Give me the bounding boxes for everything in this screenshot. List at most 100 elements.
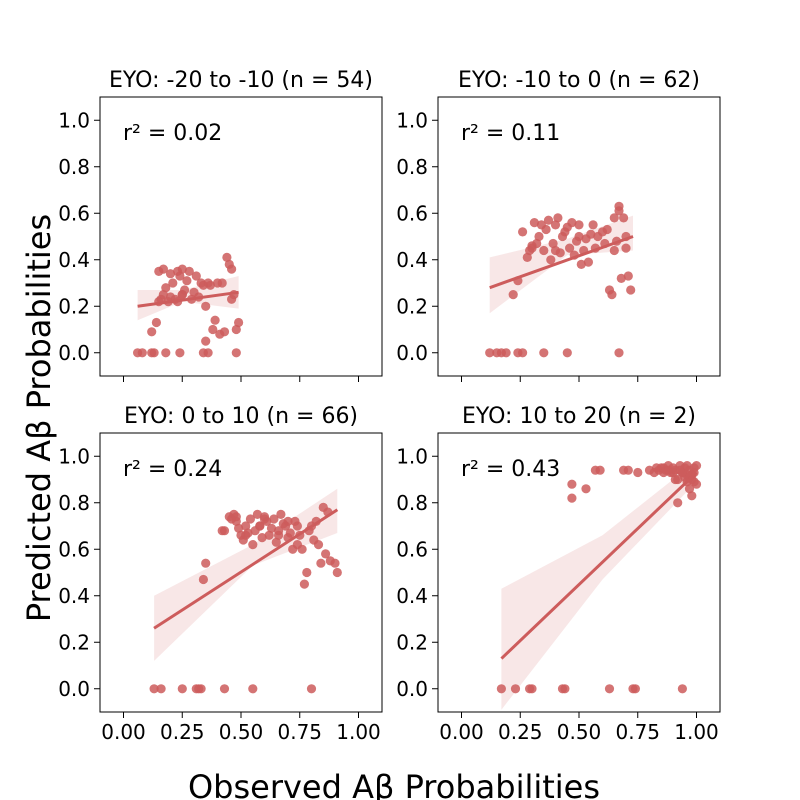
data-point	[682, 461, 692, 471]
x-tick-label: 1.00	[674, 720, 719, 744]
data-point	[677, 684, 688, 694]
data-point	[266, 523, 277, 533]
data-point	[623, 465, 633, 475]
data-point	[330, 558, 340, 568]
regression-line	[137, 290, 239, 308]
data-point	[177, 290, 187, 300]
y-tick-label: 0.0	[58, 341, 90, 365]
data-point	[184, 266, 194, 276]
data-point	[234, 317, 244, 328]
data-point	[567, 479, 577, 489]
data-point	[147, 327, 157, 337]
data-point	[156, 684, 166, 694]
panel-4: 0.0 0.2 0.4 0.6 0.8 1.0 0.00 0.25 0.50 0.75 1.00 EY…	[396, 404, 721, 744]
data-point	[219, 526, 230, 536]
data-point	[149, 348, 159, 358]
data-point	[574, 231, 584, 242]
data-point	[607, 290, 617, 300]
data-point	[581, 484, 591, 494]
x-tick-label: 1.00	[336, 720, 381, 744]
data-point	[306, 684, 317, 694]
data-point	[626, 285, 636, 295]
y-tick-label: 0.4	[396, 584, 428, 608]
data-point	[283, 516, 293, 527]
data-point	[252, 509, 262, 519]
data-point	[529, 218, 540, 228]
data-point	[567, 218, 577, 228]
data-point	[583, 257, 594, 267]
data-point	[670, 474, 680, 485]
data-point	[543, 215, 554, 225]
data-point	[205, 280, 215, 290]
panel-title: EYO: -10 to 0 (n = 62)	[458, 68, 700, 93]
data-point	[234, 523, 244, 533]
panel-1: 0.0 0.2 0.4 0.6 0.8 1.0 EYO: -20 to -10 (n = 5…	[58, 68, 383, 382]
y-axis-title: Predicted Aβ Probabilities	[20, 214, 58, 622]
data-point	[227, 264, 237, 274]
data-point	[560, 684, 570, 694]
panel-2: 0.0 0.2 0.4 0.6 0.8 1.0 EYO: -10 to 0 (n = 62)…	[396, 68, 721, 382]
data-point	[231, 348, 241, 358]
data-point	[168, 278, 178, 288]
data-point	[496, 684, 506, 694]
data-point	[299, 579, 309, 589]
data-point	[510, 684, 521, 694]
y-tick-label: 0.6	[58, 201, 90, 225]
data-point	[231, 324, 241, 335]
data-point	[316, 558, 326, 568]
data-point	[210, 315, 220, 325]
r-squared-label: r² = 0.11	[461, 121, 560, 146]
data-point	[259, 514, 270, 524]
panel-3: 0.0 0.2 0.4 0.6 0.8 1.0 0.00 0.25 0.50 0.75 1.00 EY…	[58, 404, 383, 744]
x-tick-label: 0.00	[439, 720, 484, 744]
data-point	[574, 220, 584, 230]
data-point	[241, 530, 251, 540]
data-point	[614, 348, 624, 358]
y-tick-label: 0.2	[58, 294, 90, 318]
data-point	[269, 514, 279, 524]
y-tick-label: 1.0	[58, 108, 90, 132]
data-point	[539, 348, 549, 358]
data-point	[621, 243, 631, 253]
data-point	[534, 231, 544, 242]
data-point	[321, 549, 331, 559]
y-tick-label: 1.0	[396, 108, 428, 132]
panel-title: EYO: -20 to -10 (n = 54)	[109, 68, 373, 93]
data-point	[609, 245, 619, 256]
data-point	[673, 498, 683, 508]
data-point	[616, 273, 626, 283]
data-point	[165, 269, 176, 279]
data-point	[161, 283, 171, 293]
y-tick-label: 0.4	[58, 248, 90, 272]
data-point	[175, 271, 185, 281]
data-point	[527, 243, 537, 253]
data-point	[264, 530, 274, 540]
data-point	[248, 684, 258, 694]
data-point	[691, 461, 702, 471]
y-tick-label: 0.0	[58, 677, 90, 701]
data-point	[518, 348, 528, 358]
data-point	[588, 220, 598, 230]
data-point	[623, 271, 633, 281]
x-tick-label: 0.00	[101, 720, 146, 744]
data-point	[274, 530, 284, 540]
data-point	[182, 276, 192, 286]
r-squared-label: r² = 0.43	[461, 457, 560, 482]
data-point	[241, 521, 251, 531]
data-point	[196, 684, 206, 694]
data-point	[158, 264, 168, 274]
data-point	[198, 574, 208, 585]
y-tick-label: 0.6	[396, 201, 428, 225]
data-point	[550, 245, 561, 256]
x-axis-title: Observed Aβ Probabilities	[188, 768, 600, 800]
data-point	[219, 684, 230, 694]
data-point	[219, 327, 230, 337]
data-point	[501, 348, 511, 358]
data-point	[248, 540, 258, 550]
y-tick-label: 0.6	[58, 537, 90, 561]
data-point	[539, 245, 549, 256]
r-squared-label: r² = 0.24	[123, 457, 222, 482]
data-point	[630, 684, 641, 694]
data-point	[604, 684, 615, 694]
